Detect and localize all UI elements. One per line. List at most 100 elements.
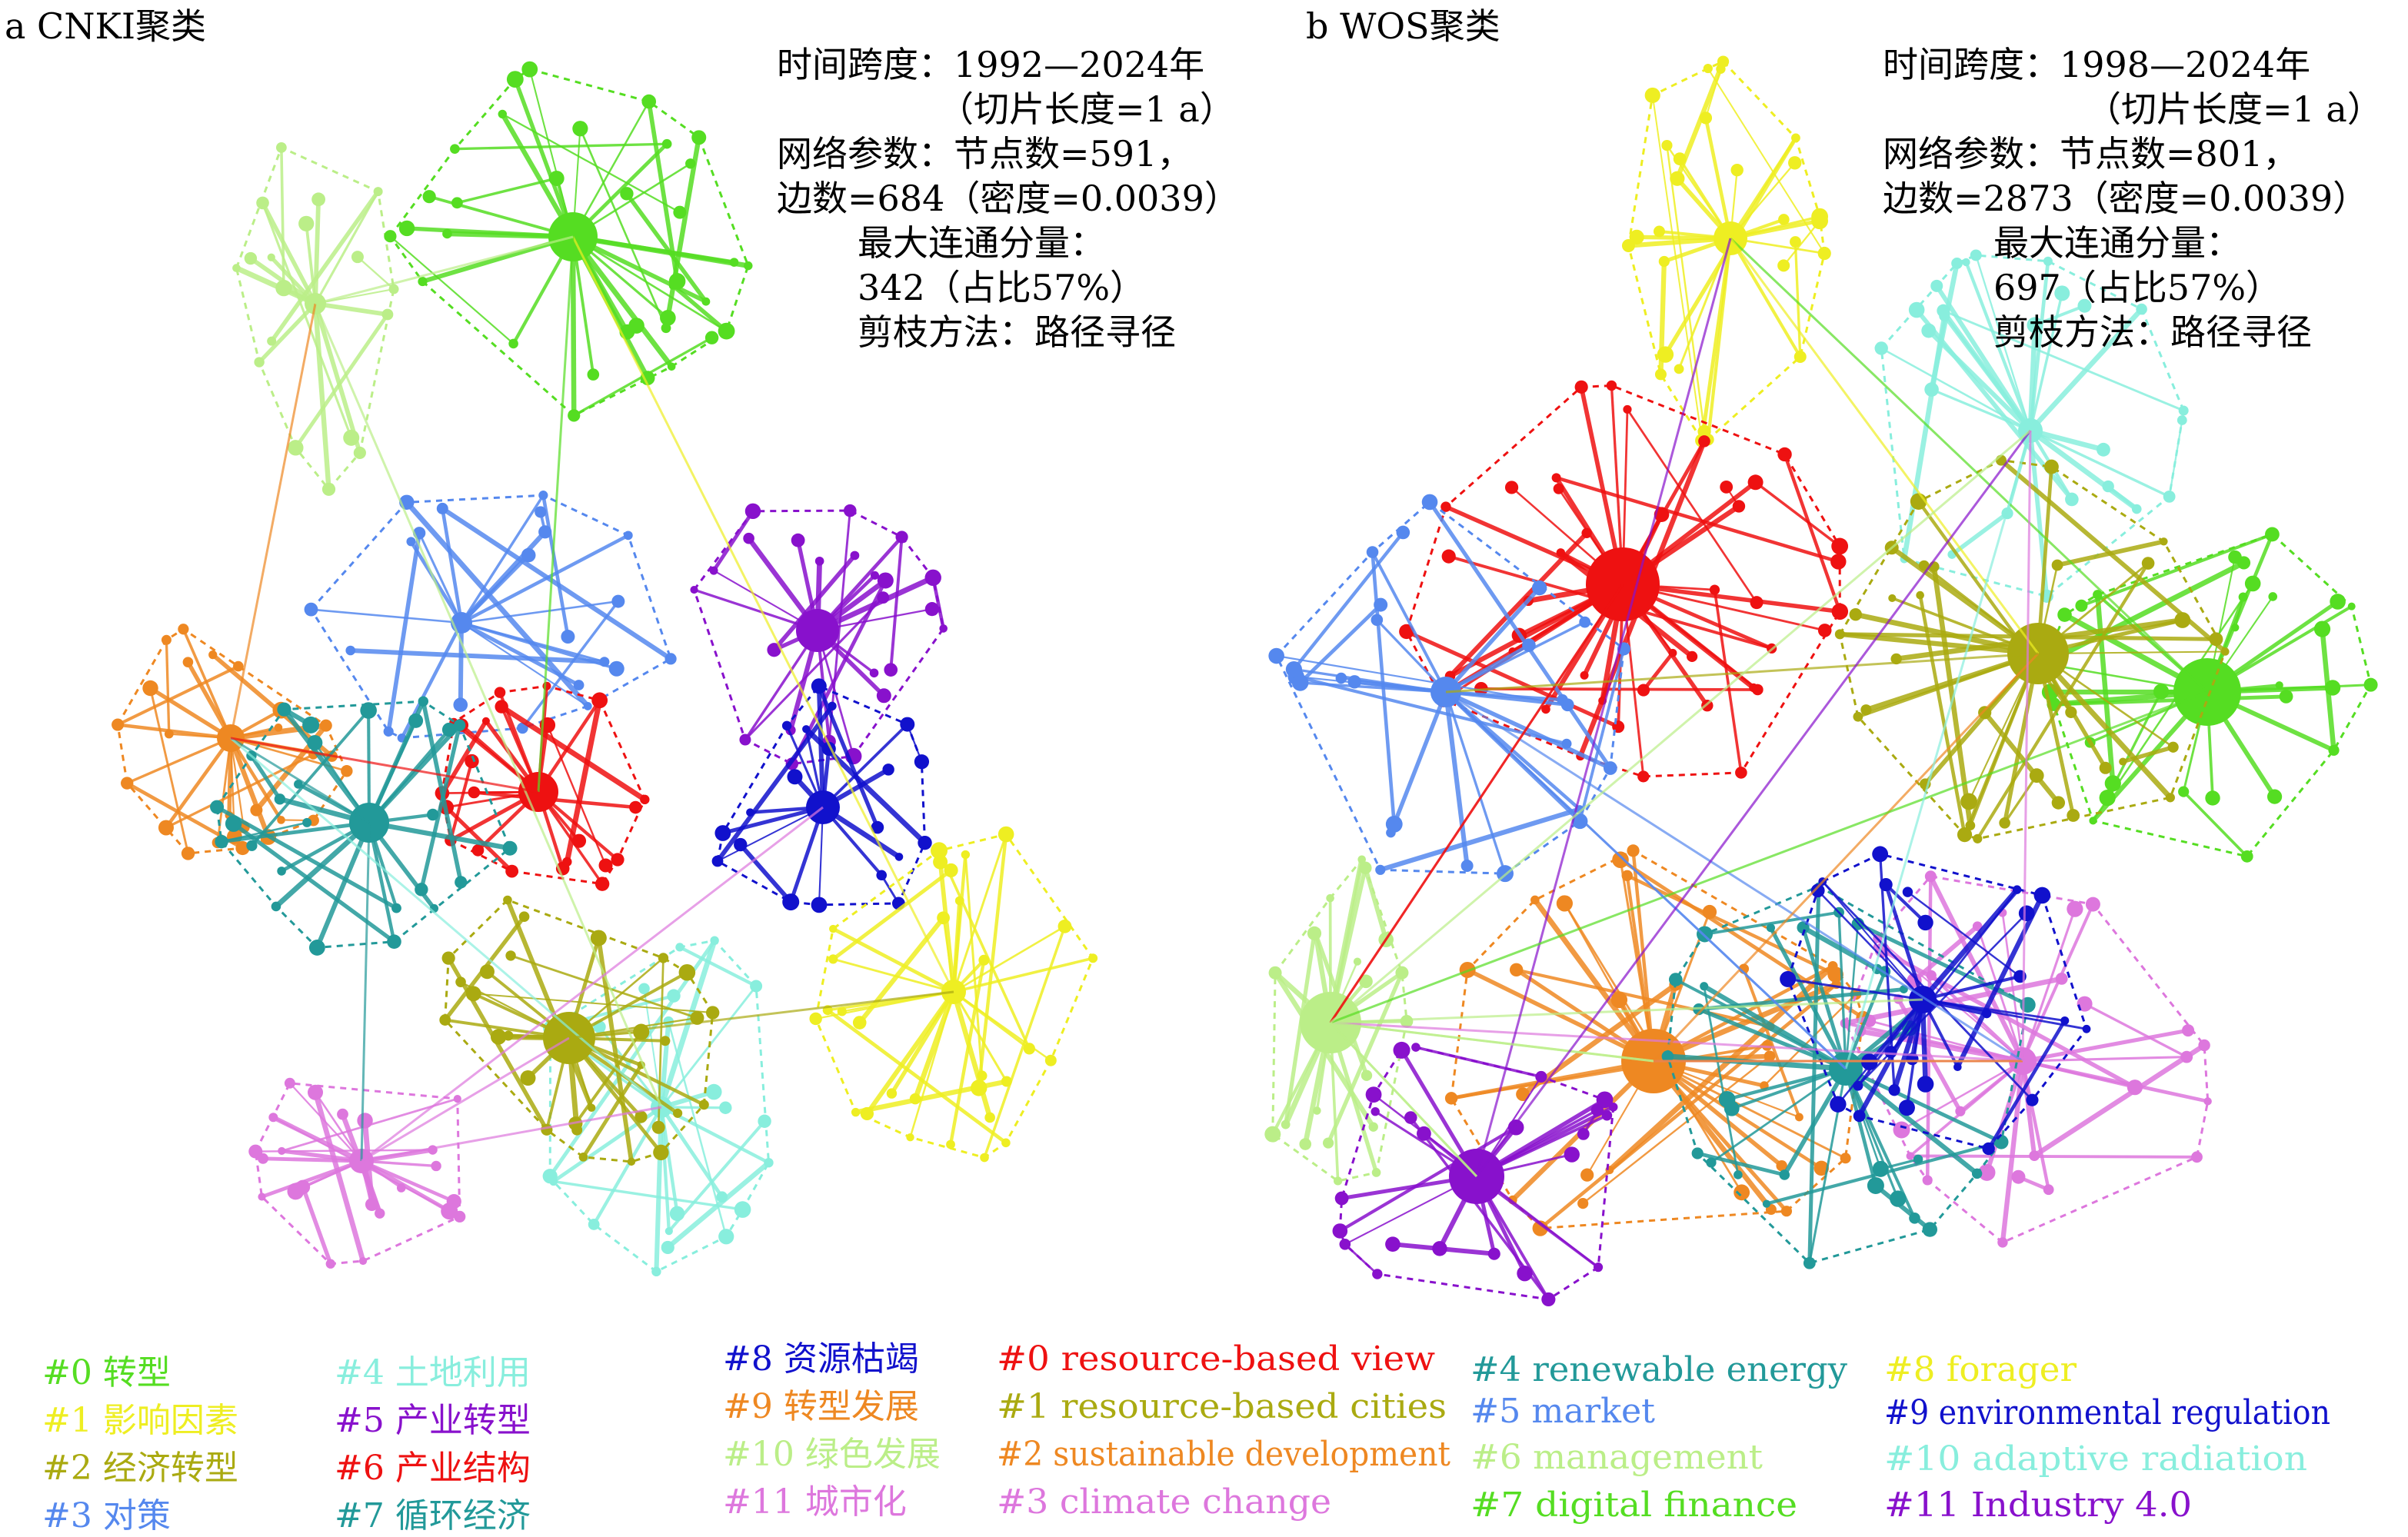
cluster-edge: [350, 647, 605, 664]
cluster-edge: [744, 630, 819, 740]
inter-cluster-edge: [1844, 430, 2032, 1070]
cluster-node: [2178, 405, 2189, 416]
cluster-node: [210, 800, 225, 814]
panel-a-info: 时间跨度：1992—2024年 （切片长度=1 a） 网络参数：节点数=591，…: [777, 44, 1240, 353]
cluster-edge: [1955, 894, 2045, 1069]
cluster-node: [705, 1006, 720, 1020]
cluster-edge: [2022, 1028, 2189, 1063]
cluster-node: [1937, 304, 1950, 318]
cluster-node: [571, 833, 587, 848]
cluster-node: [2268, 592, 2278, 601]
cluster-node: [977, 1070, 988, 1081]
cluster-node: [451, 197, 463, 209]
panel-b-title: b WOS聚类: [1306, 5, 1500, 47]
cluster-edge: [1840, 631, 2039, 657]
cluster-node: [1794, 351, 1807, 364]
cluster-edge: [294, 313, 389, 449]
cluster-edge: [1930, 974, 2024, 1063]
cluster-node: [422, 190, 436, 204]
cluster-node: [1353, 957, 1362, 966]
cluster-node: [1960, 793, 1977, 810]
cluster-node: [465, 754, 479, 769]
cluster-node: [568, 409, 581, 422]
cluster-node: [1531, 580, 1547, 596]
cluster-edge: [315, 301, 388, 317]
cluster-node: [828, 954, 838, 964]
cluster-edge: [717, 807, 824, 862]
cluster-node: [661, 138, 672, 149]
cluster-node: [302, 817, 312, 827]
cluster-edge: [624, 192, 708, 303]
cluster-node: [2221, 647, 2230, 656]
cluster-edge: [1922, 998, 2087, 1030]
cluster-node: [275, 142, 287, 153]
cluster-node: [1291, 674, 1309, 691]
cluster-node: [1372, 1269, 1383, 1279]
cluster-edge: [1731, 1067, 1847, 1110]
cluster-node: [860, 1106, 874, 1121]
cluster-node: [998, 826, 1014, 843]
cluster-node: [1396, 525, 1410, 540]
cluster-node: [454, 1210, 466, 1223]
cluster-node: [415, 883, 428, 897]
cluster-node: [1978, 706, 1992, 720]
cluster-node: [304, 602, 318, 617]
cluster-edge: [1931, 566, 1973, 827]
cluster-node: [1872, 1160, 1889, 1177]
cluster-node: [495, 700, 508, 714]
cluster-node: [1813, 1160, 1829, 1176]
cluster-edge: [314, 191, 379, 304]
inter-cluster-edge: [537, 236, 575, 793]
cluster-node: [235, 840, 250, 856]
cluster-edge: [500, 704, 647, 802]
cluster-node: [506, 71, 524, 88]
cluster-edge: [221, 820, 370, 844]
cluster-node: [1658, 255, 1670, 268]
info-pruning: 剪枝方法：路径寻径: [1993, 311, 2312, 353]
cluster-node: [2060, 1016, 2070, 1025]
cluster-node: [2279, 689, 2293, 704]
cluster-node: [744, 503, 761, 520]
cluster-node: [871, 820, 884, 834]
cluster-node: [453, 697, 468, 713]
cluster-edge: [315, 821, 371, 949]
cluster-node: [690, 585, 698, 594]
cluster-node: [578, 1153, 588, 1162]
cluster-node: [2363, 677, 2378, 692]
cluster-node: [2029, 768, 2044, 783]
cluster-node: [1023, 1043, 1035, 1055]
cluster-node: [508, 338, 518, 349]
cluster-node: [1955, 1106, 1966, 1116]
cluster-node: [250, 803, 263, 817]
cluster-node: [1699, 111, 1713, 125]
cluster-node: [436, 502, 448, 514]
cluster-node: [829, 924, 838, 933]
cluster-node: [837, 1006, 847, 1016]
cluster-node: [441, 722, 457, 737]
cluster-edge: [1817, 890, 1923, 1000]
inter-cluster-edge: [1330, 1021, 2023, 1063]
cluster-edge: [280, 147, 285, 288]
cluster-edge: [1450, 1044, 1767, 1100]
cluster-node: [1691, 1147, 1704, 1159]
cluster-edge: [772, 554, 857, 652]
cluster-node: [651, 1266, 661, 1277]
cluster-node: [1561, 738, 1572, 749]
cluster-node: [388, 284, 399, 294]
cluster-node: [1780, 970, 1797, 987]
cluster-node: [517, 722, 528, 734]
cluster-edge: [1890, 889, 2018, 1053]
cluster-node: [1906, 1152, 1914, 1160]
cluster-node: [1982, 1142, 1995, 1156]
cluster-node: [1610, 991, 1628, 1009]
cluster-edge: [312, 303, 331, 490]
cluster-node: [900, 717, 915, 732]
cluster-edge: [668, 1119, 766, 1233]
cluster-node: [691, 130, 707, 145]
inter-cluster-edge: [1330, 998, 1923, 1024]
cluster-node: [1553, 483, 1564, 494]
cluster-node: [450, 144, 460, 155]
cluster-edge: [1928, 875, 2025, 1063]
cluster-node: [704, 331, 719, 344]
cluster-node: [2043, 256, 2053, 266]
